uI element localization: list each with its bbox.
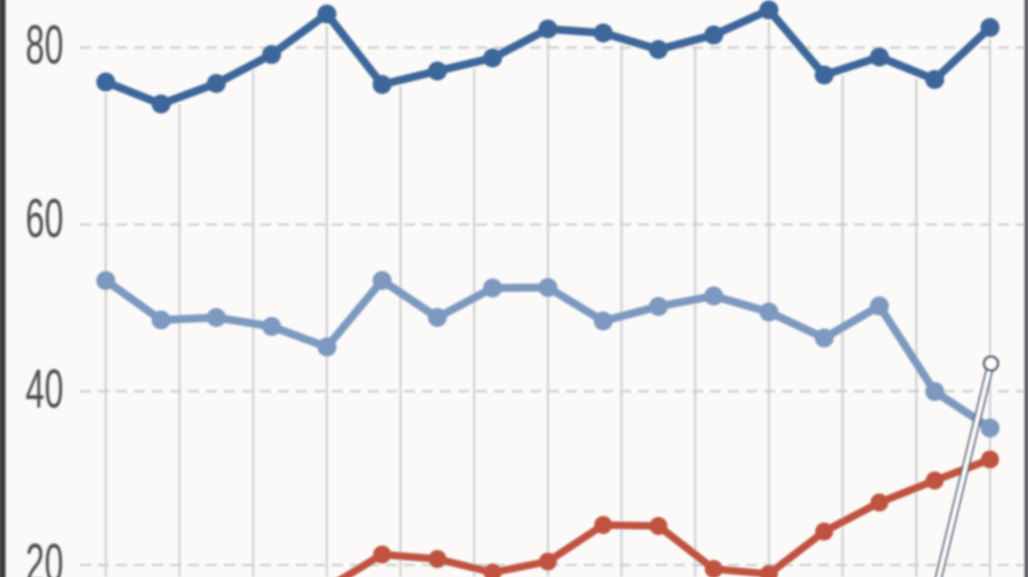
svg-text:20: 20 bbox=[26, 533, 64, 577]
svg-text:40: 40 bbox=[26, 358, 64, 419]
svg-text:80: 80 bbox=[26, 14, 64, 75]
svg-text:60: 60 bbox=[26, 188, 64, 249]
